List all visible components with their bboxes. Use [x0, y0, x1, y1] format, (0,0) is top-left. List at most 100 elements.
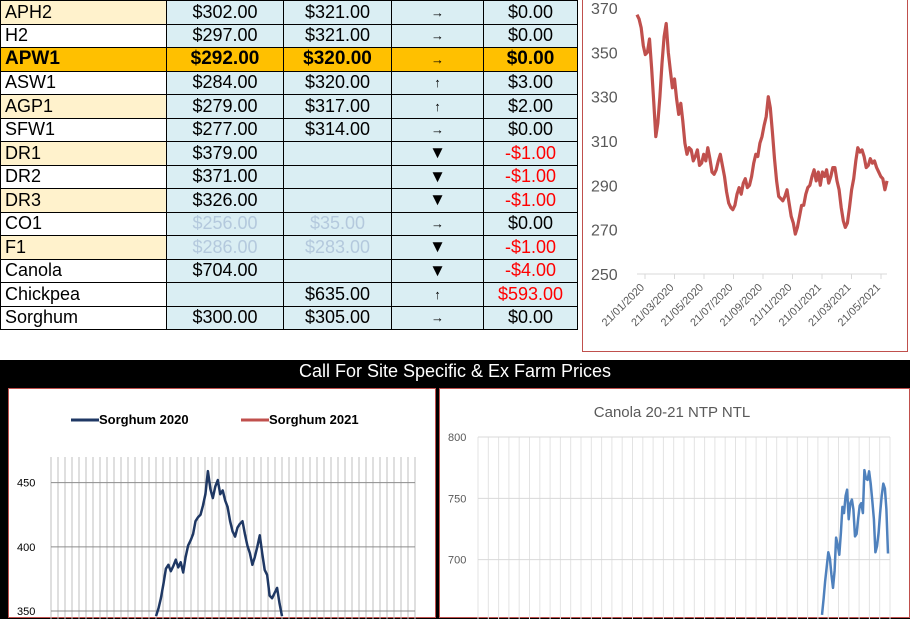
price-cell: $317.00 — [283, 94, 392, 119]
price-table: APH2 $302.00 $321.00 → $0.00 H2 $297.00 $321.00… — [0, 0, 578, 330]
y-tick-label: 750 — [448, 493, 466, 505]
price-row: F1 $286.00 $283.00 ▼ -$1.00 — [0, 235, 578, 260]
y-tick-label: 800 — [448, 432, 466, 444]
change-cell: -$1.00 — [483, 141, 578, 166]
price-cell — [166, 282, 284, 307]
grade-cell: Chickpea — [0, 282, 167, 307]
price-cell: $326.00 — [166, 188, 284, 213]
price-cell: $321.00 — [283, 0, 392, 25]
y-tick-label: 700 — [448, 555, 466, 567]
price-cell: $297.00 — [166, 23, 284, 48]
canola-chart: Canola 20-21 NTP NTL 700 750 800 — [439, 388, 910, 619]
chart-title: Canola 20-21 NTP NTL — [594, 404, 750, 421]
price-cell: $300.00 — [166, 305, 284, 330]
trend-cell: ▼ — [391, 141, 484, 166]
price-row: DR3 $326.00 ▼ -$1.00 — [0, 188, 578, 213]
sorghum-chart-svg: 350 400 450 Sorghum 2020 Sorghum 2021 — [17, 412, 416, 619]
trend-cell: ▼ — [391, 235, 484, 260]
apw1-price-chart: 250 270 290 310 330 350 370 21/01/2020 21/03/202… — [582, 0, 908, 352]
y-tick-label: 250 — [591, 267, 618, 284]
trend-cell: ↑ — [391, 70, 484, 95]
y-tick-label: 310 — [591, 134, 618, 151]
grade-cell: ASW1 — [0, 70, 167, 95]
canola-chart-svg: Canola 20-21 NTP NTL 700 750 800 — [448, 404, 891, 619]
trend-cell: ↑ — [391, 282, 484, 307]
grade-cell: H2 — [0, 23, 167, 48]
price-row: SFW1 $277.00 $314.00 → $0.00 — [0, 117, 578, 142]
price-cell: $314.00 — [283, 117, 392, 142]
price-row: AGP1 $279.00 $317.00 ↑ $2.00 — [0, 94, 578, 119]
grade-cell: DR3 — [0, 188, 167, 213]
price-cell: $283.00 — [283, 235, 392, 260]
y-tick-label: 370 — [591, 1, 618, 18]
price-cell — [283, 188, 392, 213]
price-cell: $305.00 — [283, 305, 392, 330]
trend-cell: → — [391, 305, 484, 330]
change-cell: -$1.00 — [483, 164, 578, 189]
price-row: DR2 $371.00 ▼ -$1.00 — [0, 164, 578, 189]
price-cell: $302.00 — [166, 0, 284, 25]
trend-cell: → — [391, 47, 484, 72]
price-cell — [283, 141, 392, 166]
price-cell: $35.00 — [283, 211, 392, 236]
price-cell: $256.00 — [166, 211, 284, 236]
legend-label: Sorghum 2021 — [269, 412, 359, 427]
trend-cell: → — [391, 0, 484, 25]
price-row: Canola $704.00 ▼ -$4.00 — [0, 258, 578, 283]
trend-cell: ▼ — [391, 188, 484, 213]
change-cell: $0.00 — [483, 23, 578, 48]
change-cell: -$1.00 — [483, 235, 578, 260]
grade-cell: DR1 — [0, 141, 167, 166]
price-row: DR1 $379.00 ▼ -$1.00 — [0, 141, 578, 166]
change-cell: $0.00 — [483, 47, 578, 72]
change-cell: $593.00 — [483, 282, 578, 307]
price-row: APW1 $292.00 $320.00 → $0.00 — [0, 47, 578, 72]
change-cell: $0.00 — [483, 211, 578, 236]
grade-cell: DR2 — [0, 164, 167, 189]
price-row: ASW1 $284.00 $320.00 ↑ $3.00 — [0, 70, 578, 95]
price-cell: $277.00 — [166, 117, 284, 142]
y-tick-label: 450 — [17, 478, 35, 490]
price-cell — [283, 258, 392, 283]
price-cell: $379.00 — [166, 141, 284, 166]
canola-series-line — [820, 468, 890, 616]
grade-cell: APH2 — [0, 0, 167, 25]
price-cell: $321.00 — [283, 23, 392, 48]
legend-label: Sorghum 2020 — [99, 412, 189, 427]
price-cell: $320.00 — [283, 70, 392, 95]
grade-cell: APW1 — [0, 47, 167, 72]
price-cell: $704.00 — [166, 258, 284, 283]
change-cell: -$4.00 — [483, 258, 578, 283]
trend-cell: ↑ — [391, 94, 484, 119]
y-tick-label: 330 — [591, 90, 618, 107]
trend-cell: ▼ — [391, 164, 484, 189]
grade-cell: F1 — [0, 235, 167, 260]
price-cell: $320.00 — [283, 47, 392, 72]
price-cell: $292.00 — [166, 47, 284, 72]
price-cell: $286.00 — [166, 235, 284, 260]
price-row: APH2 $302.00 $321.00 → $0.00 — [0, 0, 578, 25]
call-banner: Call For Site Specific & Ex Farm Prices — [0, 360, 910, 384]
y-tick-label: 350 — [17, 606, 35, 618]
price-cell: $284.00 — [166, 70, 284, 95]
trend-cell: → — [391, 117, 484, 142]
y-tick-label: 400 — [17, 542, 35, 554]
top-area: APH2 $302.00 $321.00 → $0.00 H2 $297.00 $321.00… — [0, 0, 910, 360]
change-cell: $0.00 — [483, 0, 578, 25]
price-row: CO1 $256.00 $35.00 → $0.00 — [0, 211, 578, 236]
change-cell: -$1.00 — [483, 188, 578, 213]
apw1-chart-svg: 25027029031033035037021/01/202021/03/202… — [591, 1, 889, 329]
grade-cell: Sorghum — [0, 305, 167, 330]
grade-cell: CO1 — [0, 211, 167, 236]
price-row: Chickpea $635.00 ↑ $593.00 — [0, 282, 578, 307]
grade-cell: Canola — [0, 258, 167, 283]
trend-cell: → — [391, 211, 484, 236]
y-tick-label: 290 — [591, 178, 618, 195]
price-cell: $635.00 — [283, 282, 392, 307]
grade-cell: SFW1 — [0, 117, 167, 142]
grade-cell: AGP1 — [0, 94, 167, 119]
change-cell: $0.00 — [483, 117, 578, 142]
price-row: Sorghum $300.00 $305.00 → $0.00 — [0, 305, 578, 330]
price-row: H2 $297.00 $321.00 → $0.00 — [0, 23, 578, 48]
y-tick-label: 270 — [591, 223, 618, 240]
